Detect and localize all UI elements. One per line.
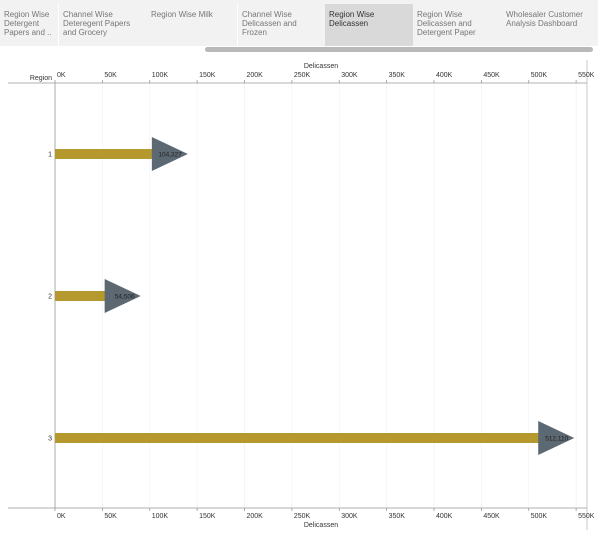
bottom-tick-label-8: 400K [436,513,453,520]
bottom-axis-title: Delicassen [304,522,338,529]
bar-region-3 [55,433,541,443]
tab-bar: Region Wise Detergent Papers and .. Chan… [0,0,598,46]
top-tick-label-3: 150K [199,72,216,79]
tab-wholesaler-customer-analysis-dashboard[interactable]: Wholesaler Customer Analysis Dashboard [506,10,583,28]
top-tick-label-4: 200K [247,72,264,79]
bottom-tick-label-4: 200K [247,513,264,520]
bottom-tick-label-11: 550K [578,513,595,520]
tab-region-wise-delicassen-detergent-paper[interactable]: Region Wise Delicassen and Detergent Pap… [417,10,476,37]
bottom-tick-label-10: 500K [531,513,548,520]
bottom-tick-label-3: 150K [199,513,216,520]
top-tick-label-0: 0K [57,72,66,79]
tab-scrollbar[interactable] [205,47,593,52]
bottom-tick-label-6: 300K [341,513,358,520]
bar-region-1 [55,149,154,159]
top-tick-label-5: 250K [294,72,311,79]
bottom-tick-label-1: 50K [104,513,117,520]
top-axis-title: Delicassen [304,63,338,70]
value-label-region-2: 54,506 [115,294,135,301]
tab-channel-wise-delicassen-frozen[interactable]: Channel Wise Delicassen and Frozen [237,4,325,46]
marker-region-3 [538,421,575,455]
bottom-tick-label-7: 350K [389,513,406,520]
bottom-tick-label-9: 450K [483,513,500,520]
top-tick-label-6: 300K [341,72,358,79]
top-tick-label-8: 400K [436,72,453,79]
marker-region-2 [104,279,141,313]
bar-region-2 [55,291,107,301]
tab-region-wise-milk[interactable]: Region Wise Milk [151,10,213,19]
top-tick-label-1: 50K [104,72,117,79]
marker-region-1 [151,137,188,171]
top-tick-label-7: 350K [389,72,406,79]
top-tick-label-11: 550K [578,72,595,79]
bottom-tick-label-2: 100K [152,513,169,520]
top-tick-label-2: 100K [152,72,169,79]
region-label-1: 1 [48,152,52,159]
tab-region-wise-delicassen[interactable]: Region Wise Delicassen [325,4,413,46]
region-label-3: 3 [48,436,52,443]
region-label-2: 2 [48,294,52,301]
tab-region-wise-detergent-papers[interactable]: Region Wise Detergent Papers and .. [4,10,52,37]
top-tick-label-9: 450K [483,72,500,79]
top-tick-label-10: 500K [531,72,548,79]
row-header-title: Region [30,75,52,82]
bottom-tick-label-5: 250K [294,513,311,520]
tab-channel-wise-detergent-papers-grocery[interactable]: Channel Wise Deteregent Papers and Groce… [58,4,148,46]
bottom-tick-label-0: 0K [57,513,66,520]
value-label-region-3: 512,110 [545,436,568,443]
value-label-region-1: 104,327 [158,152,182,159]
